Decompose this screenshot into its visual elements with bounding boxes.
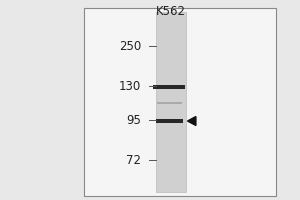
Text: 250: 250 bbox=[119, 40, 141, 52]
Bar bbox=[153, 85, 184, 89]
Bar bbox=[84, 8, 276, 196]
Bar bbox=[156, 119, 183, 123]
Bar bbox=[156, 12, 186, 192]
Text: 72: 72 bbox=[126, 154, 141, 166]
Text: K562: K562 bbox=[156, 5, 186, 18]
Bar bbox=[157, 102, 182, 104]
Text: 130: 130 bbox=[119, 80, 141, 92]
Text: 95: 95 bbox=[126, 114, 141, 127]
Polygon shape bbox=[188, 117, 196, 125]
